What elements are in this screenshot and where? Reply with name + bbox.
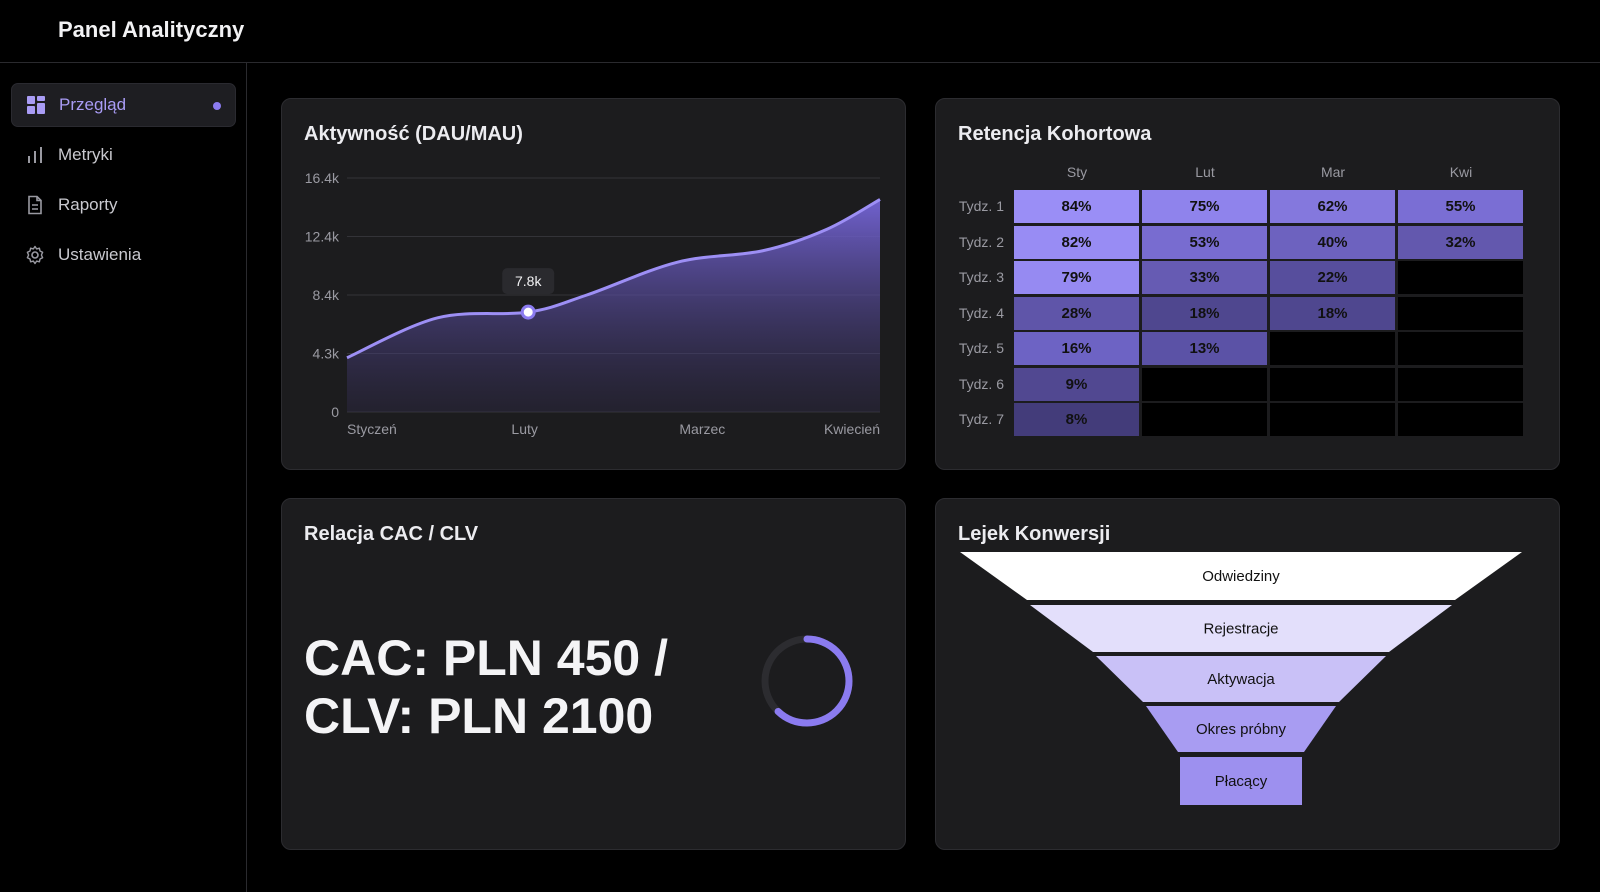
x-tick-label: Luty — [511, 421, 537, 437]
funnel-stage — [1180, 757, 1302, 805]
sidebar: Przegląd Metryki Raporty Ustawienia — [0, 63, 247, 892]
retention-row-label: Tydz. 1 — [958, 198, 1004, 214]
y-tick-label: 12.4k — [305, 229, 340, 245]
sidebar-item-ustawienia[interactable]: Ustawienia — [11, 233, 236, 277]
retention-cell: 18% — [1269, 295, 1396, 331]
sidebar-item-label: Raporty — [58, 195, 118, 214]
bar-chart-icon — [25, 145, 45, 165]
retention-cell: 53% — [1141, 224, 1268, 260]
retention-column-header: Mar — [1320, 164, 1346, 180]
cac-card: Relacja CAC / CLV CAC: PLN 450 / CLV: PL… — [281, 498, 906, 850]
retention-row-label: Tydz. 3 — [958, 269, 1004, 285]
retention-cell: 62% — [1269, 189, 1396, 224]
retention-cell: 55% — [1397, 189, 1524, 224]
funnel-stage — [1096, 656, 1386, 702]
retention-cell — [1269, 331, 1396, 366]
retention-row-label: Tydz. 5 — [958, 340, 1004, 356]
activity-chart: 16.4k 12.4k 8.4k 4.3k 0 Styczeń Luty Marzec Kwie… — [305, 170, 881, 437]
retention-cell: 13% — [1141, 331, 1268, 366]
retention-row-label: Tydz. 7 — [958, 411, 1004, 427]
y-tick-label: 0 — [331, 404, 339, 420]
retention-row-label: Tydz. 6 — [958, 375, 1004, 392]
funnel-stage-label: Płacący — [1215, 773, 1268, 790]
retention-cell: 82% — [1013, 224, 1140, 260]
retention-cell: 84% — [1013, 189, 1140, 224]
x-tick-label: Kwiecień — [824, 421, 880, 437]
retention-cell — [1397, 402, 1524, 437]
gear-icon — [25, 245, 45, 265]
app-title: Panel Analityczny — [58, 17, 245, 42]
x-tick-label: Marzec — [679, 421, 725, 437]
sidebar-item-metryki[interactable]: Metryki — [11, 133, 236, 177]
y-tick-label: 8.4k — [313, 287, 340, 303]
retention-card: Retencja Kohortowa Sty Lut Mar Kwi Tydz. 1 84… — [935, 98, 1560, 470]
retention-cell: 28% — [1013, 295, 1140, 331]
funnel-stage — [1030, 605, 1452, 652]
retention-cell — [1269, 366, 1396, 402]
highlight-point[interactable] — [520, 304, 536, 320]
document-icon — [25, 195, 45, 215]
retention-cell: 16% — [1013, 331, 1140, 366]
conversion-funnel: Odwiedziny Rejestracje Aktywacja Okres prób… — [960, 552, 1522, 805]
funnel-title: Lejek Konwersji — [958, 523, 1111, 545]
sidebar-item-przeglad[interactable]: Przegląd — [11, 83, 236, 127]
retention-cell: 40% — [1269, 224, 1396, 260]
retention-cell: 18% — [1141, 295, 1268, 331]
retention-column-header: Lut — [1195, 164, 1215, 180]
funnel-stage — [960, 552, 1522, 600]
ratio-donut — [761, 635, 853, 727]
cac-title: Relacja CAC / CLV — [304, 523, 479, 545]
clv-line: CLV: PLN 2100 — [304, 688, 654, 744]
retention-cell: 75% — [1141, 189, 1268, 224]
funnel-stage-label: Aktywacja — [1207, 671, 1275, 688]
retention-cell: 33% — [1141, 260, 1268, 295]
tooltip-box — [502, 268, 555, 295]
cac-line: CAC: PLN 450 / — [304, 630, 668, 686]
funnel-stage-label: Odwiedziny — [1202, 568, 1280, 585]
retention-title: Retencja Kohortowa — [958, 123, 1152, 145]
retention-row-label: Tydz. 2 — [958, 233, 1004, 250]
retention-cell — [1141, 366, 1268, 402]
retention-cell: 9% — [1013, 366, 1140, 402]
retention-column-header: Sty — [1066, 164, 1088, 180]
top-bar: Panel Analityczny — [0, 0, 1600, 63]
series-area — [347, 199, 880, 412]
y-tick-label: 16.4k — [305, 170, 340, 186]
retention-cell: 22% — [1269, 260, 1396, 295]
retention-cell — [1397, 366, 1524, 402]
sidebar-item-label: Przegląd — [59, 95, 127, 114]
funnel-stage-label: Rejestracje — [1203, 621, 1278, 638]
retention-column-header: Kwi — [1449, 164, 1473, 180]
donut-progress-arc — [761, 635, 853, 727]
x-tick-label: Styczeń — [347, 421, 397, 437]
sidebar-item-label: Metryki — [58, 145, 113, 164]
retention-cell — [1141, 402, 1268, 437]
funnel-stage — [1146, 706, 1336, 752]
funnel-card: Lejek Konwersji Odwiedziny Rejestracje Akt… — [935, 498, 1560, 850]
tooltip-label: 7.8k — [515, 273, 542, 289]
retention-cell — [1397, 295, 1524, 331]
retention-cell — [1397, 260, 1524, 295]
y-tick-label: 4.3k — [313, 346, 340, 362]
funnel-stage-label: Okres próbny — [1196, 721, 1287, 738]
active-indicator-dot — [213, 102, 221, 110]
retention-cell: 32% — [1397, 224, 1524, 260]
retention-cell — [1269, 402, 1396, 437]
series-line — [346, 198, 881, 360]
sidebar-item-raporty[interactable]: Raporty — [11, 183, 236, 227]
retention-row-label: Tydz. 4 — [958, 304, 1004, 321]
activity-title: Aktywność (DAU/MAU) — [304, 123, 523, 145]
activity-card: Aktywność (DAU/MAU) 16.4k 12.4k 8.4k 4.3k 0 S… — [281, 98, 906, 470]
grid-icon — [26, 95, 46, 115]
retention-cell: 79% — [1013, 260, 1140, 295]
sidebar-item-label: Ustawienia — [58, 245, 142, 264]
retention-cell — [1397, 331, 1524, 366]
cac-clv-value: CAC: PLN 450 / CLV: PLN 2100 — [304, 629, 668, 745]
retention-cell: 8% — [1013, 402, 1140, 437]
